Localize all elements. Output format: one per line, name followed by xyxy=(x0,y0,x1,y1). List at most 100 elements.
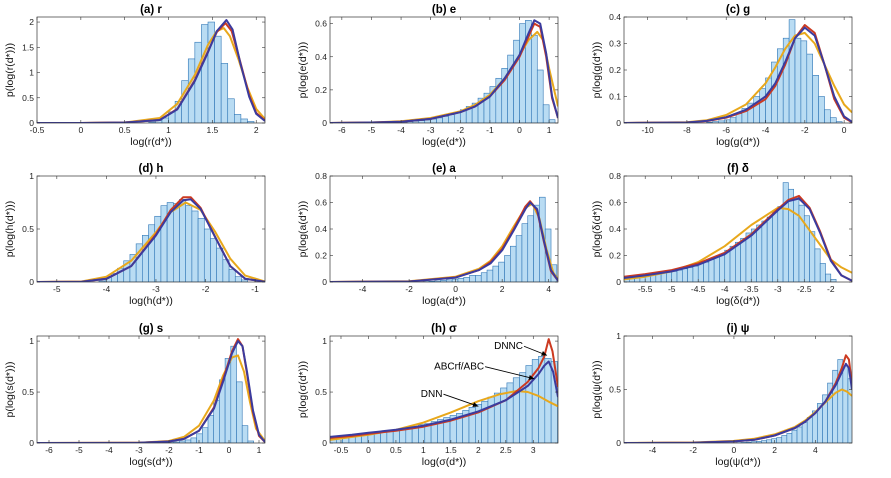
axes-box xyxy=(329,16,559,124)
curve-dnn xyxy=(624,26,852,123)
subplot-7: -6 -5 -4 -3 -2 -1 0 1 0 0.5 1 (g) s log(s(d*)) p(log(… xyxy=(4,323,266,468)
y-tick-label: 0.5 xyxy=(22,387,34,397)
x-tick-label: -3 xyxy=(774,284,782,294)
annotation-arrow-head xyxy=(528,374,535,381)
curve-dnn xyxy=(330,201,558,282)
y-axis-label: p(log(e(d*))) xyxy=(297,42,309,99)
x-tick-label: -4 xyxy=(397,125,405,135)
histogram-bar xyxy=(234,276,242,282)
y-tick-label: 0 xyxy=(322,118,327,128)
histogram-bar xyxy=(692,265,699,282)
histogram-bar xyxy=(451,278,459,282)
x-axis-label: log(r(d*)) xyxy=(130,136,171,148)
x-tick-label: -1 xyxy=(486,125,494,135)
histogram-bar xyxy=(812,75,819,123)
y-tick-label: 0 xyxy=(616,277,621,287)
subplot-6: -5.5 -5 -4.5 -4 -3.5 -3 -2.5 -2 0 0.2 0.4 0.6 0.8 (f)… xyxy=(591,163,853,307)
x-tick-label: 1 xyxy=(257,445,262,455)
x-tick-label: -4 xyxy=(105,445,113,455)
x-tick-label: 2 xyxy=(476,445,481,455)
y-tick-label: 0.4 xyxy=(315,52,327,62)
y-axis-label: p(log(ψ(d*))) xyxy=(591,360,603,418)
histogram-bar xyxy=(835,121,843,123)
x-tick-label: 2.5 xyxy=(500,445,512,455)
x-axis-label: log(g(d*)) xyxy=(716,136,760,148)
histogram-bar xyxy=(697,263,704,282)
histogram-bar xyxy=(735,241,741,282)
x-axis-label: log(σ(d*)) xyxy=(422,456,466,468)
y-axis-label: p(log(s(d*))) xyxy=(4,361,16,417)
histogram-bar xyxy=(214,35,222,123)
x-tick-label: -4 xyxy=(103,284,111,294)
axes-box xyxy=(36,335,266,444)
histogram-bar xyxy=(380,431,388,443)
histogram-bar xyxy=(745,232,752,282)
y-tick-label: 1 xyxy=(29,68,34,78)
histogram-bar xyxy=(687,267,694,282)
histogram-bar xyxy=(498,261,505,282)
x-tick-label: -2 xyxy=(165,445,173,455)
subplot-1: -0.5 0 0.5 1 1.5 200.511.52(a) rlog(r(d*))p(l… xyxy=(4,4,266,148)
y-tick-label: 0 xyxy=(322,277,327,287)
histogram-bar xyxy=(442,116,449,123)
histogram-bar xyxy=(703,261,710,282)
x-tick-label: 2 xyxy=(500,284,505,294)
y-axis-label: p(log(g(d*))) xyxy=(591,42,603,99)
histogram-bar xyxy=(486,269,494,282)
y-axis-label: p(log(h(d*))) xyxy=(4,201,16,258)
histogram-bar xyxy=(228,268,236,282)
histogram-bar xyxy=(548,119,556,123)
y-tick-label: 1 xyxy=(616,331,621,341)
x-tick-label: -2 xyxy=(405,284,413,294)
histogram-bar xyxy=(740,237,747,282)
histogram-bar xyxy=(830,117,837,123)
histogram-bar xyxy=(682,268,688,282)
x-tick-label: 3 xyxy=(531,445,536,455)
subplot-5: -4 -2 0 2 4 0 0.2 0.4 0.6 0.8 (e) a log(a(d*)) p(log… xyxy=(297,163,559,307)
x-tick-label: 0 xyxy=(366,445,371,455)
histogram-bar xyxy=(761,220,768,282)
curve-dnn xyxy=(624,362,852,443)
histogram-bar xyxy=(800,40,808,123)
x-tick-label: -8 xyxy=(683,125,691,135)
x-tick-label: 4 xyxy=(813,445,818,455)
subplot-title: (b) e xyxy=(432,4,456,16)
y-tick-label: 1 xyxy=(322,336,327,346)
histogram-bar xyxy=(173,203,180,282)
x-tick-label: 1 xyxy=(547,125,552,135)
x-tick-label: -2 xyxy=(827,284,835,294)
histogram-bar xyxy=(756,224,763,282)
annotation-label: DNN xyxy=(421,389,443,400)
histogram-bar xyxy=(519,23,526,123)
y-tick-label: 1.5 xyxy=(22,42,34,52)
histogram-bar xyxy=(801,422,808,443)
curve-dnn xyxy=(37,19,265,123)
histogram-bar xyxy=(448,114,455,123)
y-tick-label: 0 xyxy=(29,118,34,128)
y-tick-label: 0.5 xyxy=(22,93,34,103)
plot-area xyxy=(330,196,558,282)
histogram-bar xyxy=(531,34,538,123)
histogram-bar xyxy=(713,256,720,282)
x-tick-label: 0 xyxy=(842,125,847,135)
y-tick-label: 0.6 xyxy=(315,198,327,208)
x-tick-label: -2 xyxy=(801,125,809,135)
y-tick-label: 0.2 xyxy=(609,65,621,75)
histogram-bar xyxy=(203,228,211,282)
histogram-bar xyxy=(247,440,254,443)
x-tick-label: 1 xyxy=(166,125,171,135)
histogram-bar xyxy=(772,211,779,282)
subplot-3: -10 -8 -6 -4 -2 0 0 0.1 0.2 0.3 0.4 (c) g log(g(d*))… xyxy=(591,4,853,148)
histogram-bar xyxy=(814,248,821,282)
annotation-arrow-head xyxy=(541,350,548,356)
plot-area xyxy=(624,354,852,443)
histogram-bar xyxy=(227,98,235,123)
histogram-bar xyxy=(782,182,789,282)
subplot-title: (g) s xyxy=(139,323,163,335)
histogram-bar xyxy=(241,425,249,443)
y-tick-label: 0.6 xyxy=(315,19,327,29)
histogram-bar xyxy=(201,24,209,123)
histogram-bar xyxy=(825,273,832,282)
y-tick-label: 2 xyxy=(29,17,34,27)
